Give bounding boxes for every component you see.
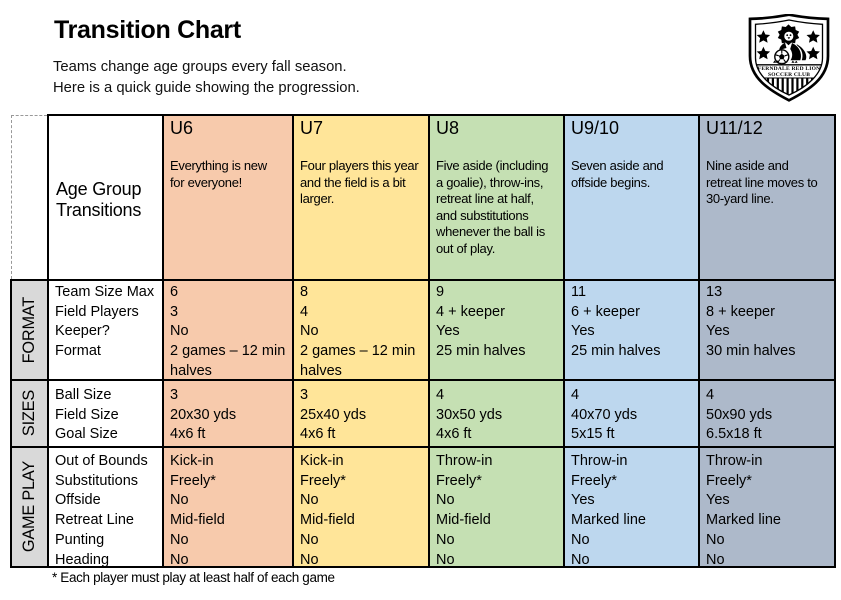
svg-text:SOCCER CLUB: SOCCER CLUB bbox=[768, 72, 810, 78]
svg-text:FERNDALE RED LION: FERNDALE RED LION bbox=[758, 66, 821, 72]
